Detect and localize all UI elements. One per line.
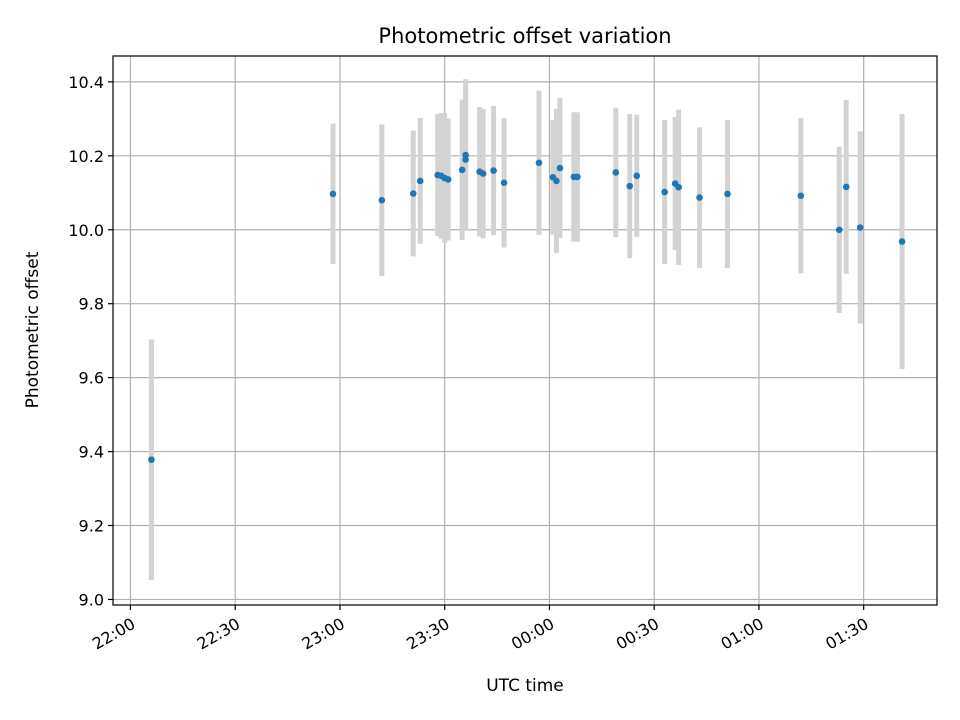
data-point <box>329 190 337 198</box>
data-point <box>675 183 682 191</box>
x-tick-label: 22:00 <box>89 614 138 654</box>
x-axis-title: UTC time <box>486 676 564 696</box>
data-point <box>842 183 850 191</box>
data-point <box>148 456 155 464</box>
y-tick-label: 9.0 <box>79 590 104 609</box>
data-point <box>378 196 386 204</box>
x-tick-label: 01:00 <box>718 614 767 654</box>
x-tick-label: 22:30 <box>194 614 243 654</box>
x-tick-label: 00:30 <box>613 614 662 654</box>
chart-title: Photometric offset variation <box>378 24 671 48</box>
data-points <box>148 151 906 464</box>
y-axis-title: Photometric offset <box>23 251 43 408</box>
data-point <box>556 164 564 172</box>
x-tick-label: 23:30 <box>403 614 452 654</box>
grid-lines <box>113 56 937 605</box>
data-point <box>626 182 634 190</box>
data-point <box>535 159 543 167</box>
y-tick-label: 9.6 <box>79 369 104 388</box>
data-point <box>458 166 466 174</box>
y-tick-label: 9.8 <box>79 295 104 314</box>
data-point <box>416 177 424 185</box>
data-point <box>479 170 487 177</box>
data-point <box>633 172 641 180</box>
data-point <box>696 194 703 201</box>
y-tick-label: 9.2 <box>79 517 104 536</box>
data-point <box>462 156 469 163</box>
data-point <box>490 167 497 174</box>
data-point <box>724 190 731 198</box>
y-tick-label: 10.2 <box>68 147 104 166</box>
data-point <box>856 224 864 231</box>
y-tick-label: 9.4 <box>79 443 104 462</box>
x-tick-label: 23:00 <box>299 614 348 654</box>
plot-frame <box>112 55 938 606</box>
x-tick-label: 00:00 <box>508 614 557 654</box>
y-axis-ticks: 9.0 9.2 9.4 9.6 9.8 10.0 10.2 10.4 <box>68 73 113 609</box>
data-point <box>444 176 452 183</box>
data-point <box>661 188 668 196</box>
y-tick-label: 10.4 <box>68 73 104 92</box>
data-point <box>797 192 805 200</box>
data-point <box>898 238 906 245</box>
data-point <box>553 177 560 185</box>
data-point <box>500 179 508 187</box>
data-point <box>409 190 417 197</box>
data-point <box>574 173 581 181</box>
y-tick-label: 10.0 <box>68 221 104 240</box>
data-point <box>612 169 620 176</box>
x-tick-label: 01:30 <box>822 614 871 654</box>
data-point <box>835 226 843 234</box>
x-axis-ticks: 22:00 22:30 23:00 23:30 00:00 00:30 01:00 01:30 <box>89 605 872 654</box>
error-bars <box>148 79 905 580</box>
